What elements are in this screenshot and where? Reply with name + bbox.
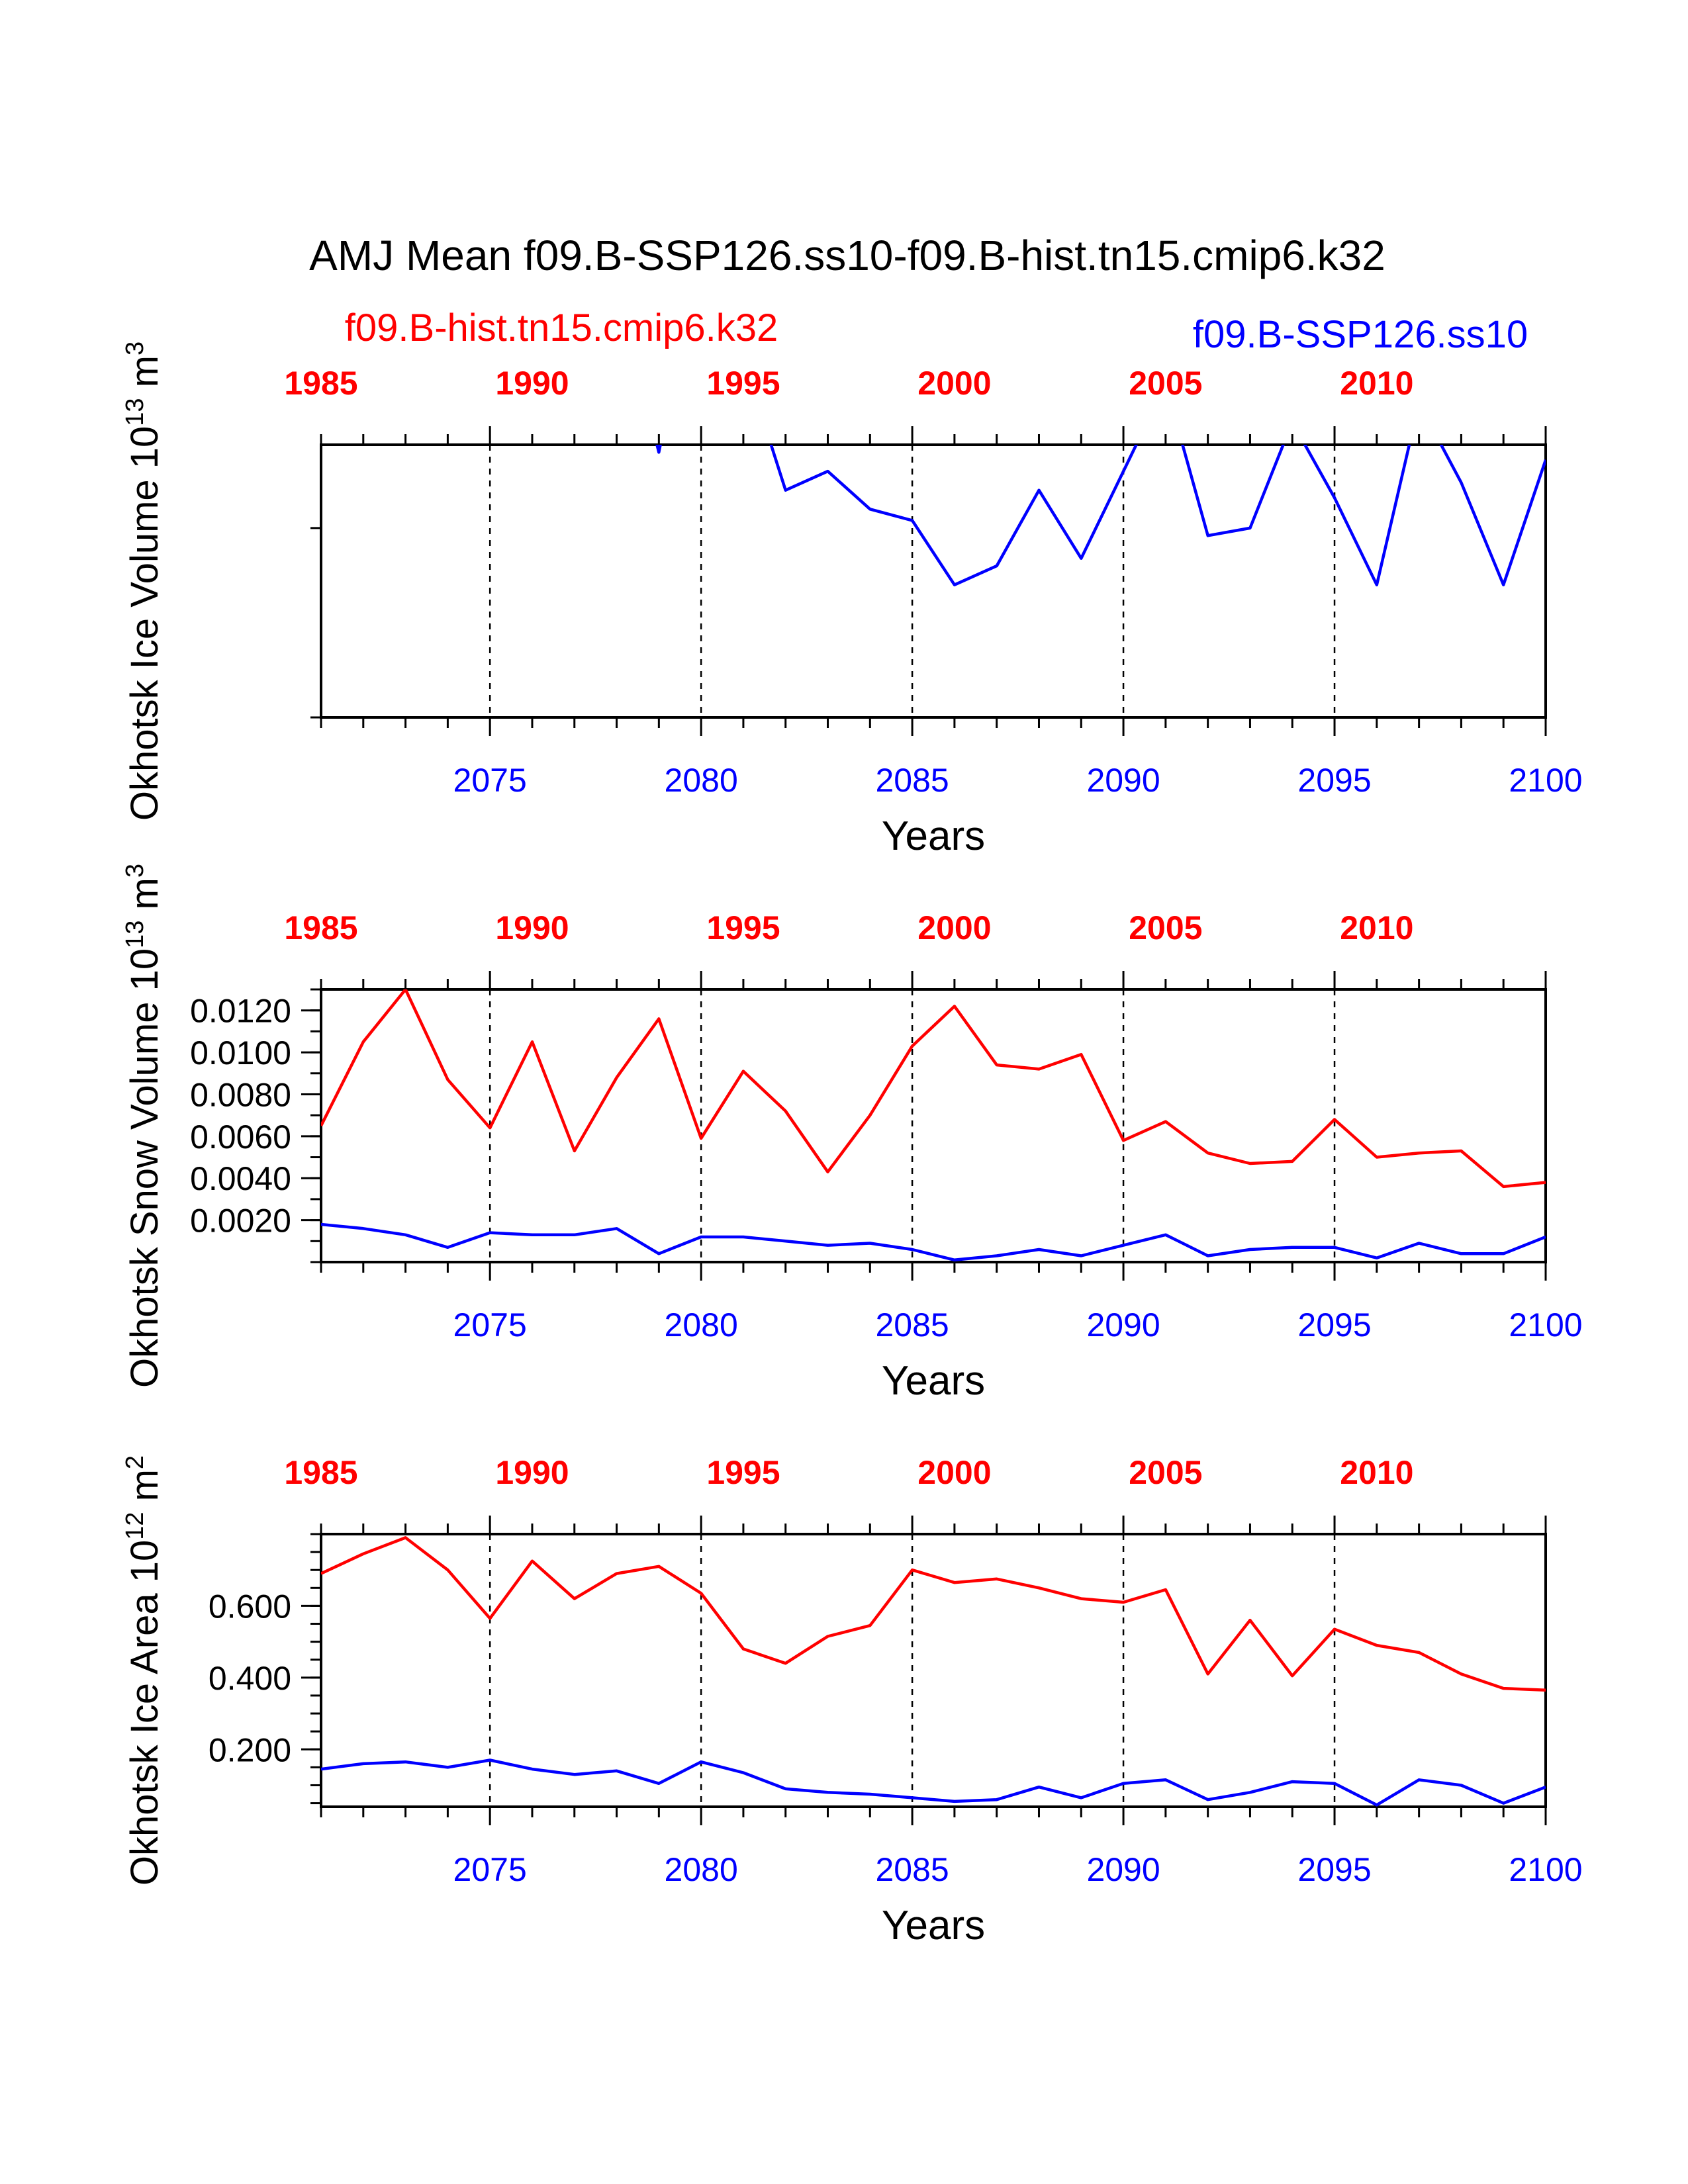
figure-title: AMJ Mean f09.B-SSP126.ss10-f09.B-hist.tn…	[309, 232, 1385, 279]
series-line-hist	[321, 1536, 1546, 1692]
x-tick-label-bottom: 2085	[875, 1306, 949, 1343]
legend-hist-label: f09.B-hist.tn15.cmip6.k32	[345, 306, 778, 349]
x-tick-label-bottom: 2095	[1297, 762, 1371, 799]
y-tick-label: 0.0060	[190, 1118, 291, 1156]
y-tick-label: 0.0020	[190, 1203, 291, 1240]
x-tick-label-bottom: 2085	[875, 762, 949, 799]
x-tick-label-top: 2010	[1340, 365, 1413, 402]
x-tick-label-bottom: 2100	[1509, 1851, 1582, 1888]
x-tick-label-bottom: 2075	[453, 762, 527, 799]
panel-2: 2075 2080 2085 2090 2095 2100 1985 1990 1995 2000…	[121, 864, 1583, 1404]
x-tick-label-top: 1995	[706, 1454, 780, 1491]
x-tick-label-top: 2005	[1129, 1454, 1202, 1491]
y-tick-label: 0.200	[209, 1731, 291, 1768]
y-tick-label: 0.400	[209, 1660, 291, 1697]
x-axis-label: Years	[882, 1903, 985, 1948]
x-tick-label-top: 1985	[284, 1454, 357, 1491]
plot-frame	[320, 1533, 1547, 1808]
x-tick-label-bottom: 2080	[665, 762, 738, 799]
x-tick-label-top: 1990	[495, 365, 569, 402]
x-tick-label-bottom: 2090	[1086, 762, 1160, 799]
series-line-ssp	[655, 445, 1546, 586]
x-tick-label-top: 1990	[495, 909, 569, 946]
x-tick-label-top: 1995	[706, 909, 780, 946]
legend-ssp-label: f09.B-SSP126.ss10	[1193, 313, 1528, 356]
y-tick-label: 0.0040	[190, 1160, 291, 1197]
x-tick-label-top: 1985	[284, 909, 357, 946]
x-tick-label-bottom: 2090	[1086, 1851, 1160, 1888]
x-tick-label-bottom: 2075	[453, 1851, 527, 1888]
x-tick-label-top: 1995	[706, 365, 780, 402]
y-tick-label: 0.0080	[190, 1076, 291, 1113]
plot-frame	[320, 988, 1547, 1263]
x-axis-label: Years	[882, 813, 985, 859]
x-tick-label-top: 2000	[917, 365, 991, 402]
plot-frame	[320, 443, 1547, 719]
series-line-hist	[321, 989, 1546, 1189]
y-tick-label: 0.0120	[190, 993, 291, 1030]
x-tick-label-bottom: 2080	[665, 1306, 738, 1343]
x-tick-label-bottom: 2080	[665, 1851, 738, 1888]
x-tick-label-bottom: 2085	[875, 1851, 949, 1888]
y-tick-label: 0.0100	[190, 1034, 291, 1071]
series-line-ssp	[321, 1758, 1546, 1807]
x-tick-label-top: 2005	[1129, 365, 1202, 402]
x-tick-label-bottom: 2095	[1297, 1306, 1371, 1343]
panel-1: 2075 2080 2085 2090 2095 2100 1985 1990 1995 2000…	[121, 341, 1583, 859]
x-tick-label-bottom: 2090	[1086, 1306, 1160, 1343]
x-tick-label-bottom: 2100	[1509, 762, 1582, 799]
y-axis-label: Okhotsk Ice Volume 1013 m3	[121, 341, 166, 821]
x-tick-label-top: 2000	[917, 1454, 991, 1491]
x-tick-label-top: 2010	[1340, 909, 1413, 946]
y-axis-label: Okhotsk Snow Volume 1013 m3	[121, 864, 166, 1388]
y-tick-label: 0.600	[209, 1588, 291, 1625]
panels: 2075 2080 2085 2090 2095 2100 1985 1990 1995 2000…	[121, 341, 1583, 1948]
series-line-ssp	[321, 1222, 1546, 1262]
x-tick-label-top: 2005	[1129, 909, 1202, 946]
x-tick-label-top: 2000	[917, 909, 991, 946]
x-tick-label-bottom: 2095	[1297, 1851, 1371, 1888]
panel-3: 2075 2080 2085 2090 2095 2100 1985 1990 1995 2000…	[121, 1454, 1583, 1948]
x-tick-label-bottom: 2100	[1509, 1306, 1582, 1343]
x-tick-label-top: 1990	[495, 1454, 569, 1491]
x-tick-label-bottom: 2075	[453, 1306, 527, 1343]
x-axis-label: Years	[882, 1358, 985, 1404]
x-tick-label-top: 2010	[1340, 1454, 1413, 1491]
x-tick-label-top: 1985	[284, 365, 357, 402]
y-axis-label: Okhotsk Ice Area 1012 m2	[121, 1455, 166, 1886]
